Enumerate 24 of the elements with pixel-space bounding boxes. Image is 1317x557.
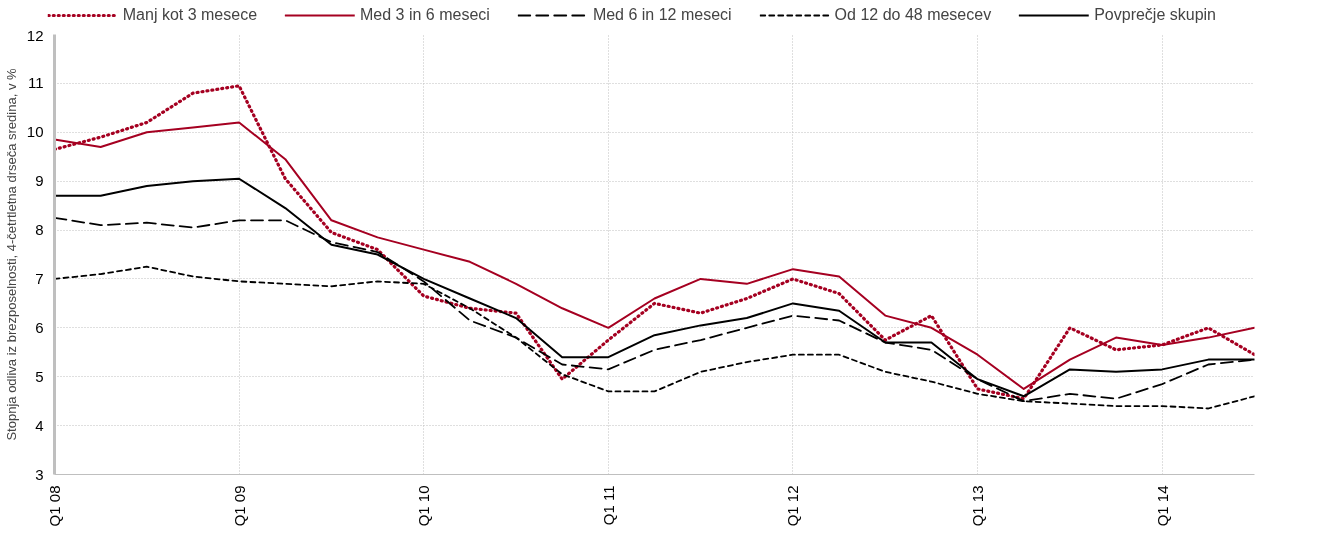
x-tick-label: Q1 08 — [46, 485, 63, 527]
x-tick-label: Q1 09 — [230, 485, 248, 527]
y-tick-label: 11 — [27, 74, 44, 92]
legend-label: Od 12 do 48 mesecev — [834, 6, 992, 24]
y-tick-label: 12 — [26, 26, 44, 44]
y-tick-label: 7 — [35, 269, 44, 287]
x-tick-label: Q1 10 — [415, 485, 433, 527]
y-tick-label: 9 — [35, 172, 44, 190]
x-tick-label: Q1 13 — [969, 485, 987, 527]
x-tick-label: Q1 14 — [1153, 485, 1171, 527]
y-tick-label: 4 — [35, 416, 44, 434]
legend-label: Med 3 in 6 meseci — [360, 6, 490, 24]
x-tick-label: Q1 11 — [599, 485, 617, 526]
y-tick-label: 8 — [35, 221, 44, 239]
y-tick-label: 10 — [26, 123, 44, 141]
legend-label: Med 6 in 12 meseci — [592, 6, 732, 24]
legend-label: Manj kot 3 mesece — [122, 6, 258, 24]
line-series — [54, 84, 1255, 401]
x-tick-label: Q1 12 — [784, 485, 802, 527]
y-tick-label: 5 — [35, 367, 44, 385]
y-tick-label: 3 — [35, 465, 44, 483]
y-axis-title: Stopnja odliva iz brezposelnosti, 4-četrtletna drseča sredina, v % — [3, 67, 19, 441]
y-tick-label: 6 — [35, 318, 44, 336]
legend-label: Povprečje skupin — [1094, 6, 1216, 24]
